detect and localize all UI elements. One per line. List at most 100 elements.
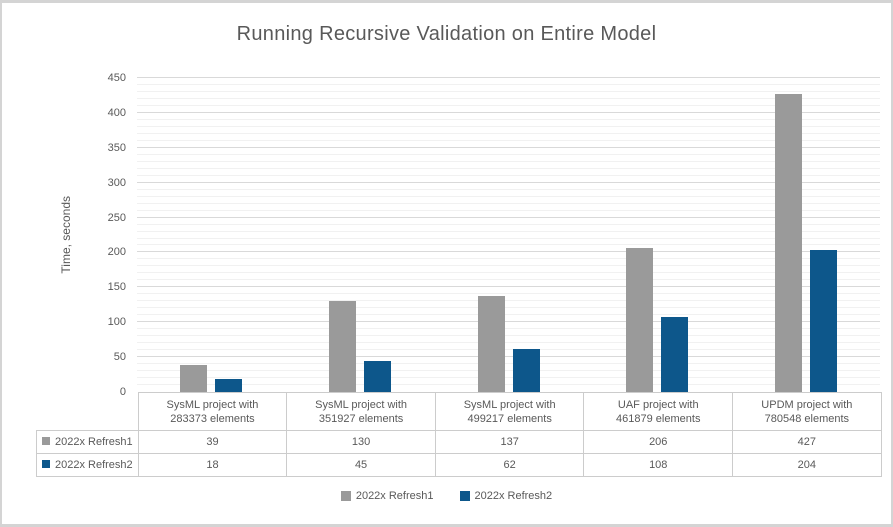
- table-series-row: 2022x Refresh2 18 45 62 108 204: [36, 453, 882, 477]
- minor-gridline: [137, 90, 880, 92]
- value-cell: 62: [434, 453, 585, 477]
- plot-area: [137, 77, 880, 392]
- table-header-row: SysML project with 283373 elements SysML p…: [37, 392, 882, 431]
- minor-gridline: [137, 118, 880, 120]
- data-table: SysML project with 283373 elements SysML p…: [36, 392, 882, 477]
- bar-series2-cat5: [809, 249, 837, 392]
- major-gridline: [137, 251, 880, 253]
- minor-gridline: [137, 230, 880, 232]
- minor-gridline: [137, 370, 880, 372]
- y-axis-tick-label: 50: [113, 351, 126, 364]
- bar-series1-cat3: [477, 296, 505, 392]
- y-axis-tick-label: 0: [119, 386, 126, 398]
- category-header: SysML project with 283373 elements: [137, 392, 288, 431]
- bar-series2-cat4: [661, 316, 689, 392]
- value-cell: 108: [583, 453, 734, 477]
- table-series-row: 2022x Refresh1 39 130 137 206 427: [36, 430, 882, 454]
- value-cell: 39: [137, 430, 288, 454]
- minor-gridline: [137, 132, 880, 134]
- minor-gridline: [137, 265, 880, 267]
- minor-gridline: [137, 293, 880, 295]
- y-axis-tick-label: 400: [107, 106, 126, 119]
- legend-item: 2022x Refresh2: [459, 490, 553, 502]
- minor-gridline: [137, 167, 880, 169]
- minor-gridline: [137, 342, 880, 344]
- minor-gridline: [137, 384, 880, 386]
- minor-gridline: [137, 83, 880, 85]
- minor-gridline: [137, 314, 880, 316]
- minor-gridline: [137, 300, 880, 302]
- bar-series2-cat3: [512, 348, 540, 392]
- minor-gridline: [137, 328, 880, 330]
- y-axis-tick-label: 300: [107, 176, 126, 189]
- value-cell: 204: [732, 453, 882, 477]
- value-cell: 45: [286, 453, 436, 477]
- minor-gridline: [137, 349, 880, 351]
- minor-gridline: [137, 272, 880, 274]
- series-key-cell: 2022x Refresh1: [36, 430, 139, 454]
- major-gridline: [137, 286, 880, 288]
- value-cell: 137: [434, 430, 585, 454]
- minor-gridline: [137, 188, 880, 190]
- minor-gridline: [137, 153, 880, 155]
- y-axis-title: Time, seconds: [56, 78, 76, 392]
- bar-series1-cat5: [774, 94, 802, 392]
- minor-gridline: [137, 209, 880, 211]
- minor-gridline: [137, 244, 880, 246]
- y-axis-tick-label: 200: [107, 246, 126, 259]
- minor-gridline: [137, 104, 880, 106]
- legend-label: 2022x Refresh1: [355, 490, 434, 502]
- bar-series1-cat1: [180, 364, 208, 392]
- major-gridline: [137, 216, 880, 218]
- legend-swatch: [340, 491, 351, 501]
- minor-gridline: [137, 258, 880, 260]
- minor-gridline: [137, 125, 880, 127]
- minor-gridline: [137, 377, 880, 379]
- value-cell: 427: [732, 430, 882, 454]
- value-cell: 18: [137, 453, 288, 477]
- series-key-cell: 2022x Refresh2: [36, 453, 139, 477]
- table-corner-cell: [37, 393, 139, 431]
- legend-label: 2022x Refresh2: [474, 490, 553, 502]
- minor-gridline: [137, 160, 880, 162]
- major-gridline: [137, 111, 880, 113]
- value-cell: 206: [583, 430, 734, 454]
- y-axis-tick-label: 150: [107, 281, 126, 294]
- minor-gridline: [137, 202, 880, 204]
- category-header: UPDM project with 780548 elements: [732, 392, 882, 431]
- major-gridline: [137, 181, 880, 183]
- chart-legend: 2022x Refresh1 2022x Refresh2: [2, 490, 891, 502]
- y-axis-tick-label: 100: [107, 316, 126, 329]
- category-header: SysML project with 351927 elements: [286, 392, 436, 431]
- y-axis-title-text: Time, seconds: [59, 196, 73, 274]
- legend-item: 2022x Refresh1: [340, 490, 434, 502]
- chart-title: Running Recursive Validation on Entire M…: [236, 23, 657, 45]
- category-header: UAF project with 461879 elements: [583, 392, 734, 431]
- minor-gridline: [137, 335, 880, 337]
- bar-series2-cat2: [363, 360, 391, 392]
- major-gridline: [137, 146, 880, 148]
- minor-gridline: [137, 237, 880, 239]
- series-key-swatch: [42, 460, 50, 469]
- bar-series1-cat2: [328, 301, 356, 392]
- series-name: 2022x Refresh2: [55, 459, 133, 471]
- minor-gridline: [137, 307, 880, 309]
- minor-gridline: [137, 139, 880, 141]
- category-header: SysML project with 499217 elements: [434, 392, 585, 431]
- y-axis-tick-label: 450: [107, 72, 126, 84]
- y-axis-tick-label: 250: [107, 211, 126, 224]
- major-gridline: [137, 356, 880, 358]
- minor-gridline: [137, 97, 880, 99]
- minor-gridline: [137, 174, 880, 176]
- major-gridline: [137, 77, 880, 78]
- bar-series1-cat4: [626, 248, 654, 392]
- minor-gridline: [137, 223, 880, 225]
- major-gridline: [137, 321, 880, 323]
- value-cell: 130: [286, 430, 436, 454]
- minor-gridline: [137, 195, 880, 197]
- legend-swatch: [459, 491, 470, 501]
- bar-series2-cat1: [215, 379, 243, 392]
- y-axis-tick-label: 350: [107, 141, 126, 154]
- minor-gridline: [137, 363, 880, 365]
